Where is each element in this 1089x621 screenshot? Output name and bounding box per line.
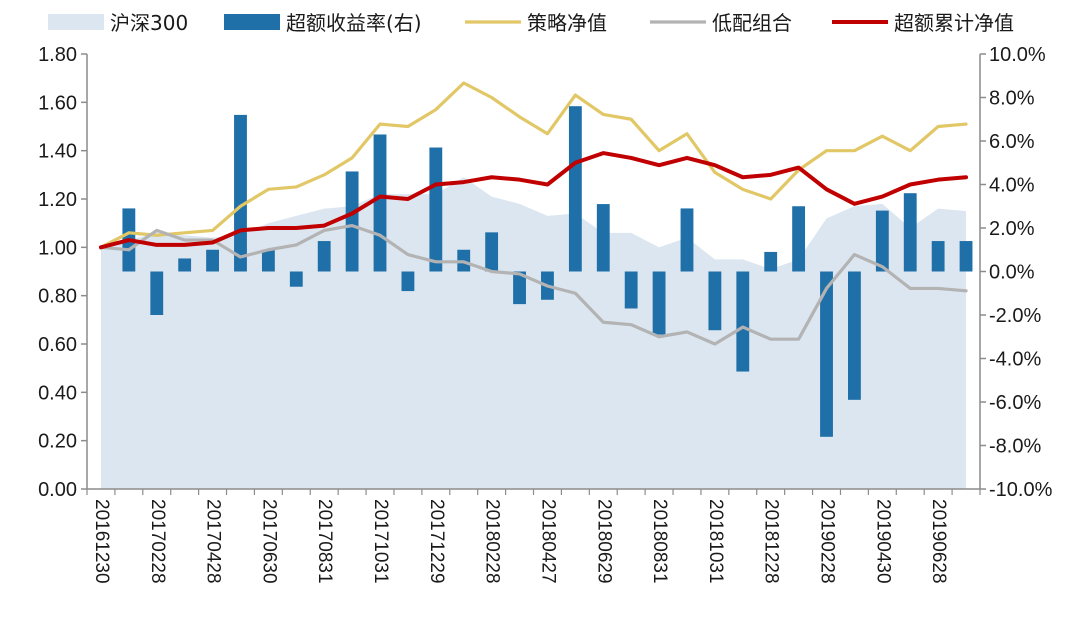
- left-tick-label: 0.60: [38, 334, 77, 356]
- excess-return-bar: [764, 251, 778, 272]
- axes: 0.00 0.20 0.40 0.60 0.80 1.00 1.20 1.40 1.60 1.80…: [38, 44, 1053, 584]
- right-tick-label: 0.0%: [989, 262, 1035, 284]
- left-tick-label: 1.00: [38, 237, 77, 259]
- excess-return-bar: [931, 241, 945, 272]
- excess-return-bar: [708, 271, 722, 331]
- left-tick-label: 0.00: [38, 479, 77, 501]
- x-tick-label: 20171031: [370, 499, 391, 584]
- x-tick-label: 20170630: [258, 499, 279, 584]
- excess-return-bar: [820, 271, 833, 437]
- right-tick-label: 8.0%: [989, 88, 1035, 110]
- legend-item: 策略净值: [465, 11, 607, 35]
- legend-swatch-area: [48, 14, 104, 30]
- legend: 沪深300 超额收益率(右) 策略净值 低配组合 超额累计净值: [48, 11, 1014, 35]
- excess-return-bar: [792, 206, 806, 272]
- x-tick-label: 20180228: [482, 499, 503, 584]
- excess-return-bar: [401, 271, 415, 292]
- right-tick-label: -10.0%: [989, 479, 1053, 501]
- excess-return-bar: [150, 271, 164, 315]
- excess-return-bar: [289, 271, 303, 287]
- left-tick-label: 0.80: [38, 286, 77, 308]
- excess-return-bar: [959, 241, 973, 272]
- excess-return-bar: [652, 271, 666, 335]
- x-tick-label: 20181228: [761, 499, 782, 584]
- x-tick-label: 20180427: [537, 499, 558, 584]
- legend-swatch-bar: [224, 14, 280, 30]
- left-tick-label: 1.60: [38, 92, 77, 114]
- x-tick-label: 20161230: [91, 499, 112, 584]
- legend-item: 超额累计净值: [832, 11, 1014, 35]
- legend-label: 低配组合: [712, 11, 792, 35]
- left-tick-label: 1.80: [38, 44, 77, 66]
- right-tick-label: 10.0%: [989, 44, 1046, 66]
- excess-return-bar: [596, 204, 610, 272]
- excess-return-bar: [485, 232, 499, 272]
- excess-return-bar: [875, 210, 889, 272]
- right-tick-label: -2.0%: [989, 305, 1041, 327]
- right-tick-label: -4.0%: [989, 349, 1041, 371]
- excess-return-bar: [513, 271, 526, 305]
- area-series-hs300: [100, 177, 967, 489]
- x-tick-label: 20180831: [649, 499, 670, 584]
- legend-label: 沪深300: [110, 11, 188, 35]
- excess-return-bar: [429, 147, 443, 272]
- x-tick-label: 20170228: [147, 499, 168, 584]
- left-tick-label: 0.40: [38, 382, 77, 404]
- x-tick-label: 20170428: [203, 499, 224, 584]
- excess-return-bar: [345, 171, 359, 272]
- legend-item: 沪深300: [48, 11, 188, 35]
- excess-return-bar: [568, 106, 582, 272]
- right-tick-label: 2.0%: [989, 218, 1035, 240]
- excess-return-bar: [903, 193, 917, 272]
- legend-label: 策略净值: [527, 11, 607, 35]
- x-tick-label: 20171229: [426, 499, 447, 584]
- excess-return-bar: [736, 271, 750, 372]
- right-tick-label: -8.0%: [989, 436, 1041, 458]
- legend-label: 超额累计净值: [894, 11, 1014, 35]
- excess-return-bar: [680, 208, 694, 272]
- right-tick-label: 4.0%: [989, 175, 1035, 197]
- legend-label: 超额收益率(右): [286, 11, 422, 35]
- legend-item: 超额收益率(右): [224, 11, 422, 35]
- excess-return-bar: [234, 114, 247, 272]
- excess-return-bar: [317, 241, 331, 272]
- excess-return-bar: [373, 134, 387, 272]
- legend-item: 低配组合: [650, 11, 792, 35]
- x-tick-label: 20190628: [928, 499, 949, 584]
- plot-area: [98, 81, 973, 489]
- strategy-nav-line: [99, 81, 968, 249]
- right-tick-label: -6.0%: [989, 392, 1041, 414]
- x-tick-label: 20170831: [314, 499, 335, 584]
- cumulative-excess-line: [98, 151, 969, 250]
- excess-return-bar: [206, 249, 219, 272]
- excess-return-bar: [624, 271, 638, 309]
- x-tick-label: 20180629: [593, 499, 614, 584]
- underweight-portfolio-line: [99, 223, 968, 346]
- excess-return-bar: [848, 271, 861, 400]
- excess-return-bar: [261, 249, 275, 272]
- x-tick-label: 20190430: [872, 499, 893, 584]
- x-tick-label: 20190228: [817, 499, 838, 584]
- left-tick-label: 1.40: [38, 141, 77, 163]
- excess-return-bar: [178, 258, 192, 272]
- left-tick-label: 0.20: [38, 431, 77, 453]
- left-tick-label: 1.20: [38, 189, 77, 211]
- right-tick-label: 6.0%: [989, 131, 1035, 153]
- x-tick-label: 20181031: [705, 499, 726, 584]
